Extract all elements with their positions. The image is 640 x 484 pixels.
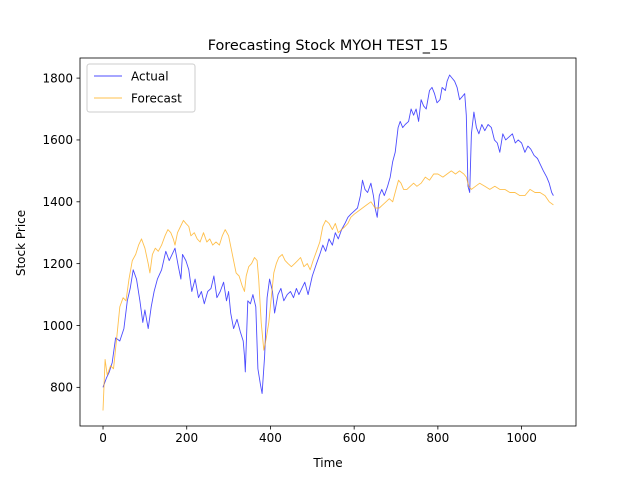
axes-frame bbox=[79, 57, 577, 427]
y-tick-label: 1800 bbox=[42, 71, 73, 85]
x-tick-label: 600 bbox=[343, 431, 366, 445]
legend-label-actual: Actual bbox=[131, 70, 169, 84]
y-tick-label: 1200 bbox=[42, 257, 73, 271]
x-tick-label: 800 bbox=[426, 431, 449, 445]
axes: 0 200 400 600 800 1000 800 1000 1200 1400 1600 1800 bbox=[42, 57, 577, 445]
series-line-forecast bbox=[102, 170, 554, 411]
y-tick-label: 1000 bbox=[42, 319, 73, 333]
y-axis-label: Stock Price bbox=[14, 210, 28, 276]
chart-title: Forecasting Stock MYOH TEST_15 bbox=[208, 38, 449, 54]
x-axis-label: Time bbox=[312, 456, 342, 470]
plot-area bbox=[102, 74, 554, 411]
y-tick-label: 1600 bbox=[42, 133, 73, 147]
series-line-actual bbox=[102, 74, 554, 394]
x-tick-label: 200 bbox=[175, 431, 198, 445]
x-tick-label: 0 bbox=[99, 431, 107, 445]
x-tick-label: 400 bbox=[259, 431, 282, 445]
legend-label-forecast: Forecast bbox=[131, 92, 182, 106]
x-tick-label: 1000 bbox=[506, 431, 537, 445]
y-tick-label: 1400 bbox=[42, 195, 73, 209]
y-tick-label: 800 bbox=[50, 381, 73, 395]
legend: Actual Forecast bbox=[86, 63, 196, 113]
